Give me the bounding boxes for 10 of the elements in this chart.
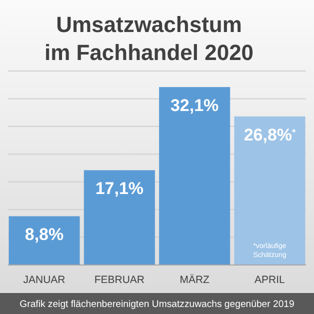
chart-title: Umsatzwachstum im Fachhandel 2020 xyxy=(44,12,254,65)
text: Grafik zeigt flächenbereinigten Umsatzzuwachs gegenüber 2019 xyxy=(20,299,294,310)
x-tick-label: FEBRUAR xyxy=(94,274,145,286)
x-tick-label: JANUAR xyxy=(23,274,66,286)
x-tick-label: MÄRZ xyxy=(180,274,210,286)
data-label: 26,8%$^{*}$ xyxy=(244,125,296,144)
data-label: 32,1% xyxy=(170,96,219,116)
data-label: 17,1% xyxy=(95,179,144,198)
x-tick-label: APRIL xyxy=(254,274,286,286)
data-label: 8,8% xyxy=(24,225,64,244)
